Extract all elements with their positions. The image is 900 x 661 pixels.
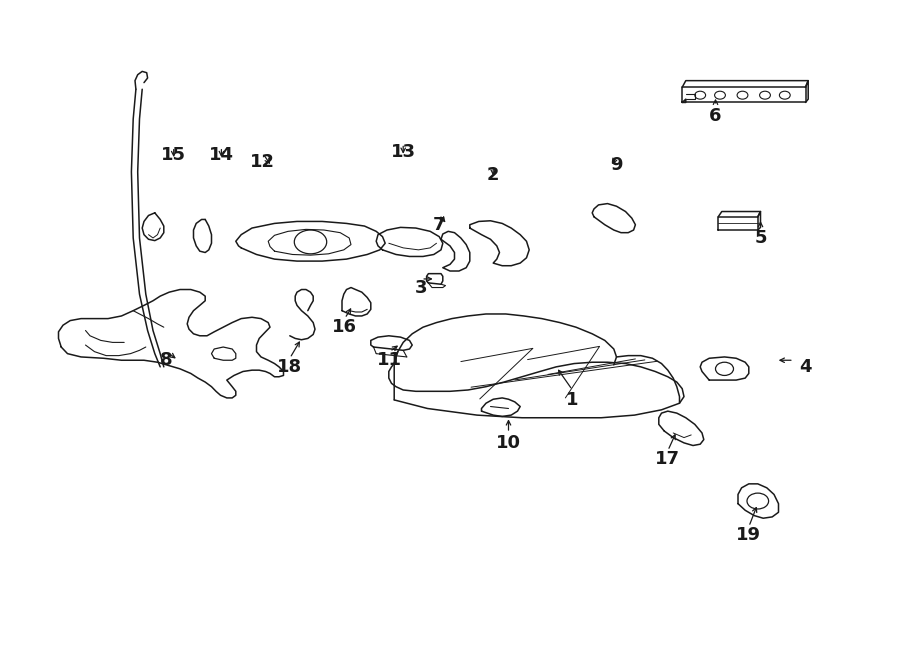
Text: 3: 3 [415,278,428,297]
Text: 5: 5 [754,229,767,247]
Text: 14: 14 [209,146,234,165]
Text: 1: 1 [566,391,579,409]
Text: 7: 7 [433,215,446,234]
Text: 2: 2 [487,166,500,184]
Text: 19: 19 [736,526,761,545]
Text: 18: 18 [277,358,302,376]
Text: 11: 11 [377,351,402,369]
Text: 15: 15 [161,146,186,165]
Text: 4: 4 [799,358,812,376]
Text: 16: 16 [332,318,357,336]
Text: 8: 8 [160,351,173,369]
Text: 6: 6 [709,106,722,125]
Text: 9: 9 [610,156,623,175]
Text: 12: 12 [250,153,275,171]
Text: 17: 17 [655,450,680,469]
Text: 10: 10 [496,434,521,452]
Text: 13: 13 [391,143,416,161]
